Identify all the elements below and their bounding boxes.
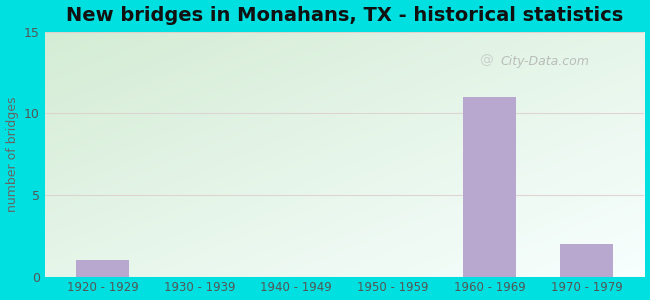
Y-axis label: number of bridges: number of bridges [6,96,19,212]
Text: City-Data.com: City-Data.com [500,55,590,68]
Bar [76,260,129,277]
Bar [463,97,516,277]
Title: New bridges in Monahans, TX - historical statistics: New bridges in Monahans, TX - historical… [66,6,623,25]
Bar [560,244,613,277]
Text: @: @ [480,54,493,68]
